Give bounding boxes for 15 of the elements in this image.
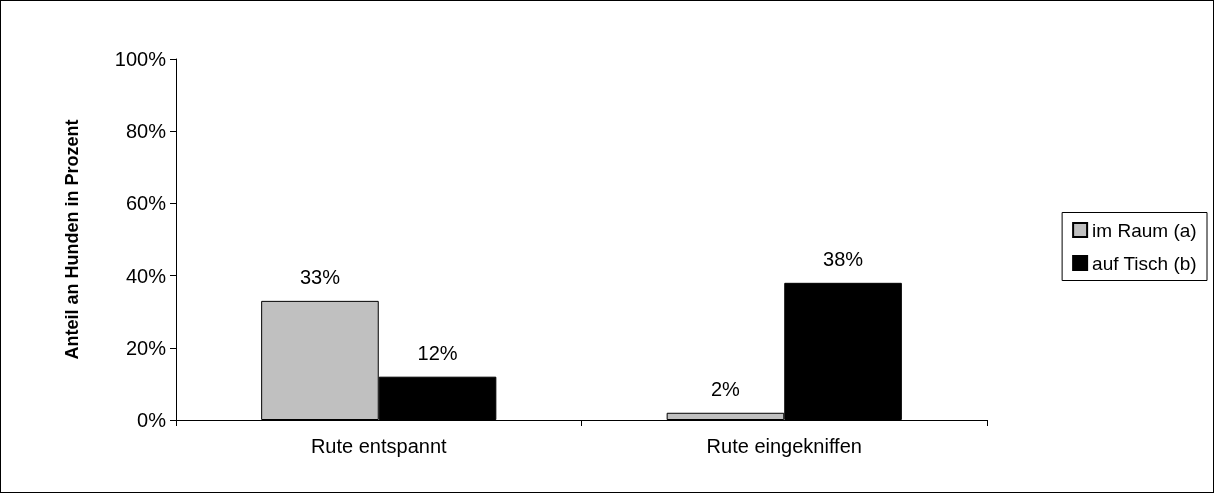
- legend-label: auf Tisch (b): [1092, 252, 1197, 274]
- data-label: 38%: [823, 247, 864, 270]
- data-label: 33%: [299, 265, 341, 288]
- x-tick-label: Rute eingekniffen: [706, 435, 862, 457]
- y-tick-label: 20%: [125, 336, 167, 359]
- x-tick-label: Rute entspannt: [310, 435, 448, 457]
- data-label: 2%: [711, 377, 741, 400]
- legend-label: im Raum (a): [1092, 219, 1197, 241]
- y-tick-label: 0%: [137, 409, 167, 431]
- y-tick-label: 80%: [125, 120, 167, 143]
- y-tick-label: 60%: [125, 192, 167, 215]
- y-axis-title: Anteil an Hunden in Prozent: [62, 119, 82, 360]
- y-tick-label: 40%: [125, 264, 167, 287]
- y-tick-label: 100%: [114, 48, 167, 70]
- data-label: 12%: [417, 341, 458, 364]
